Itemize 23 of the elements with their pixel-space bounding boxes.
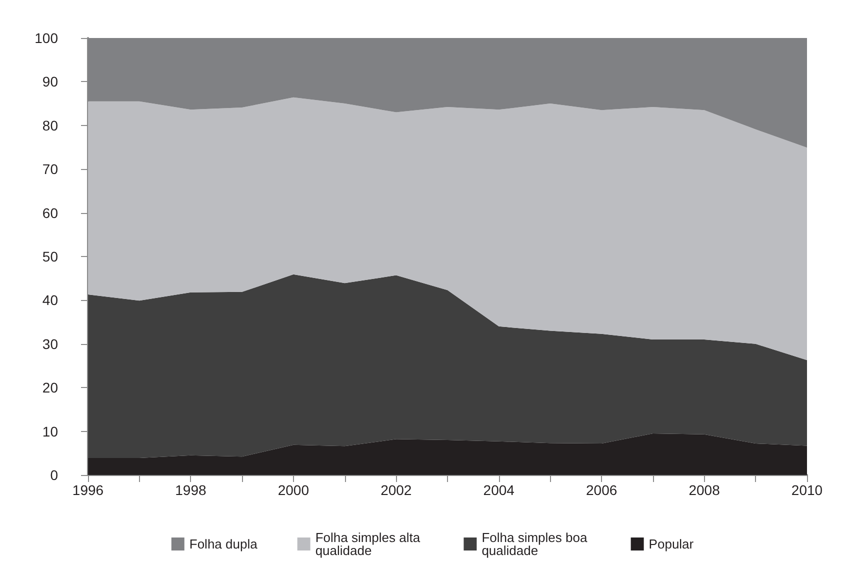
legend-label: Folha simples alta qualidade (315, 530, 424, 558)
y-tick-label: 70 (42, 161, 58, 178)
y-tick-label: 50 (42, 248, 58, 264)
legend-label: Popular (648, 536, 694, 552)
x-tick-label: 1996 (72, 482, 104, 498)
y-tick-label: 60 (42, 204, 58, 221)
x-tick-label: 1998 (175, 482, 206, 498)
x-tick-label: 2006 (586, 482, 618, 498)
x-tick-label: 2002 (380, 482, 412, 498)
y-tick-label: 100 (34, 30, 58, 46)
legend-label: Folha dupla (189, 536, 258, 552)
y-tick-label: 20 (42, 380, 58, 396)
y-tick-label: 40 (42, 292, 58, 308)
x-tick-label: 2010 (791, 482, 823, 498)
x-tick-label: 2000 (278, 482, 310, 498)
y-tick-label: 80 (42, 117, 58, 134)
y-tick-label: 90 (42, 74, 58, 90)
y-tick-label: 0 (50, 467, 58, 483)
x-tick-label: 2008 (688, 482, 720, 498)
y-tick-label: 30 (42, 336, 58, 352)
y-tick-label: 10 (42, 423, 58, 440)
x-tick-label: 2004 (483, 482, 515, 498)
legend-label: Folha simples boa qualidade (482, 530, 591, 558)
